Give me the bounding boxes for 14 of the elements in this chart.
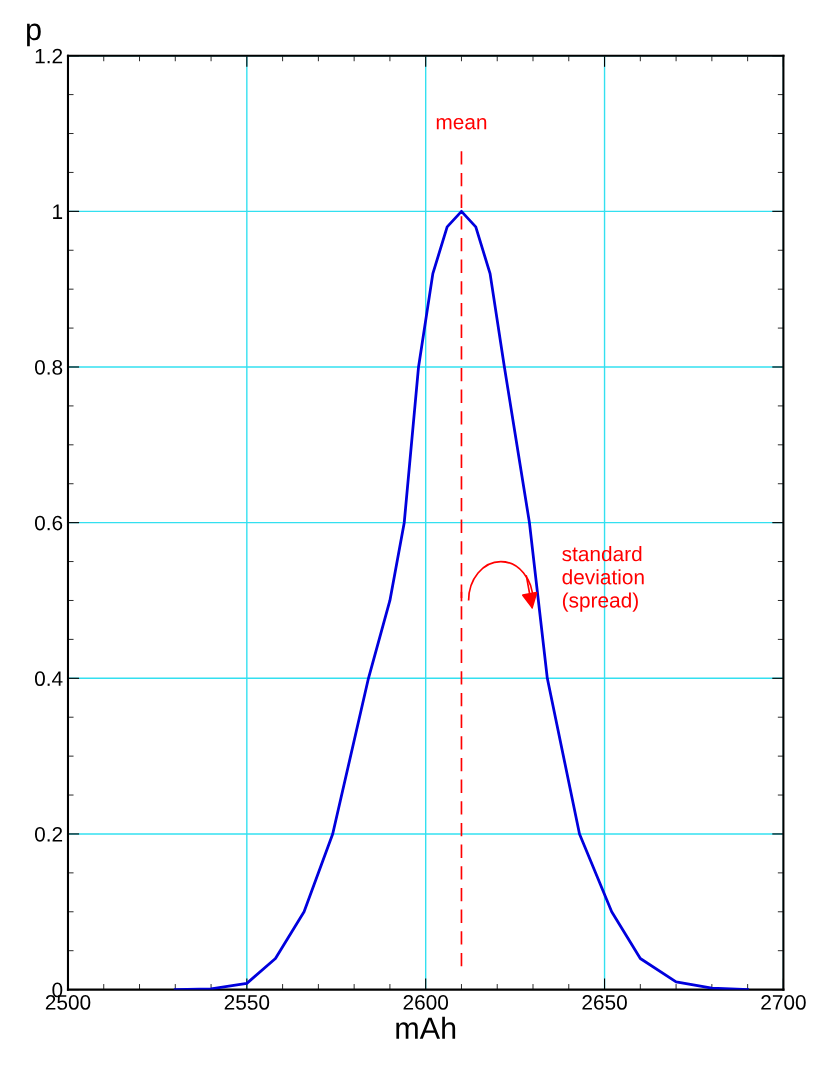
x-axis-title: mAh <box>396 1016 456 1039</box>
x-tick-label: 2650 <box>582 995 627 1010</box>
y-tick-label: 0.6 <box>34 515 63 531</box>
x-tick-label: 2700 <box>761 995 806 1010</box>
y-tick-label: 0.8 <box>34 360 63 375</box>
line-series <box>173 209 750 990</box>
y-axis-title: p <box>27 23 41 47</box>
ref-line-label: mean <box>436 117 487 130</box>
x-tick-label: 2550 <box>224 995 270 1010</box>
x-tick-label: 2600 <box>403 995 449 1010</box>
y-tick-label: 0.4 <box>34 671 63 687</box>
y-tick-label: 1 <box>53 204 63 219</box>
y-tick-label: 0.2 <box>34 826 63 842</box>
y-tick-label: 1.2 <box>35 48 63 64</box>
